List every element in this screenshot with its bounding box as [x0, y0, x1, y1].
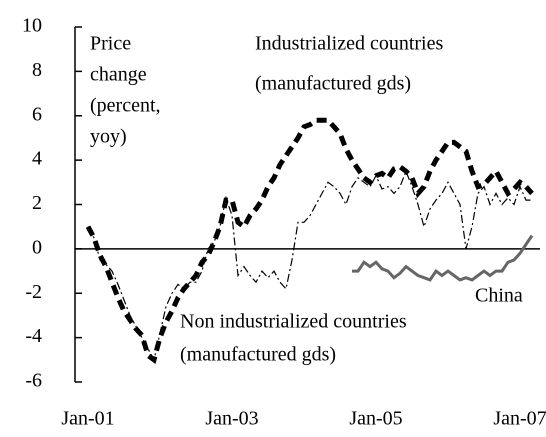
y-tick-label: 10 — [22, 15, 42, 37]
y-axis-label: (percent, — [90, 95, 161, 117]
series-line — [85, 117, 534, 364]
y-axis-label: Price — [90, 33, 131, 55]
y-tick-label: 8 — [32, 59, 42, 81]
series-label: (manufactured gds) — [255, 73, 411, 95]
series-label: (manufactured gds) — [180, 344, 336, 366]
x-tick-label: Jan-01 — [61, 408, 114, 430]
y-tick-label: 2 — [32, 192, 42, 214]
y-axis-label: change — [90, 64, 147, 86]
y-axis-label: yoy) — [90, 126, 127, 148]
x-tick-label: Jan-03 — [205, 408, 258, 430]
series-label: Non industrialized countries — [180, 311, 407, 333]
y-tick-label: -4 — [25, 325, 42, 347]
series-line — [352, 234, 534, 282]
y-tick-label: 6 — [32, 103, 42, 125]
y-tick-label: -6 — [25, 370, 42, 392]
y-tick-label: -2 — [25, 281, 42, 303]
y-tick-label: 4 — [32, 148, 42, 170]
y-tick-label: 0 — [32, 236, 42, 258]
x-tick-label: Jan-07 — [493, 408, 546, 430]
series-label: China — [475, 285, 523, 307]
x-tick-label: Jan-05 — [349, 408, 402, 430]
series-line — [87, 169, 532, 362]
series-label: Industrialized countries — [255, 33, 443, 55]
